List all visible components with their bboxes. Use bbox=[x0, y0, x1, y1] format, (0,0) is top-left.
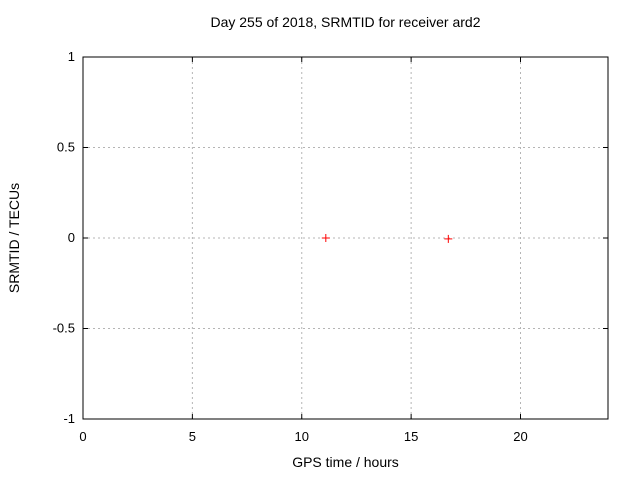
chart-title: Day 255 of 2018, SRMTID for receiver ard… bbox=[210, 14, 481, 30]
y-tick-label: 0 bbox=[68, 230, 75, 245]
x-tick-label: 0 bbox=[79, 429, 86, 444]
y-tick-label: -1 bbox=[63, 411, 75, 426]
x-axis-label: GPS time / hours bbox=[292, 454, 399, 470]
x-tick-label: 10 bbox=[295, 429, 309, 444]
y-tick-label: 1 bbox=[68, 49, 75, 64]
x-tick-label: 20 bbox=[513, 429, 527, 444]
y-tick-label: 0.5 bbox=[57, 140, 75, 155]
x-tick-label: 15 bbox=[404, 429, 418, 444]
y-tick-label: -0.5 bbox=[53, 321, 75, 336]
x-tick-label: 5 bbox=[189, 429, 196, 444]
